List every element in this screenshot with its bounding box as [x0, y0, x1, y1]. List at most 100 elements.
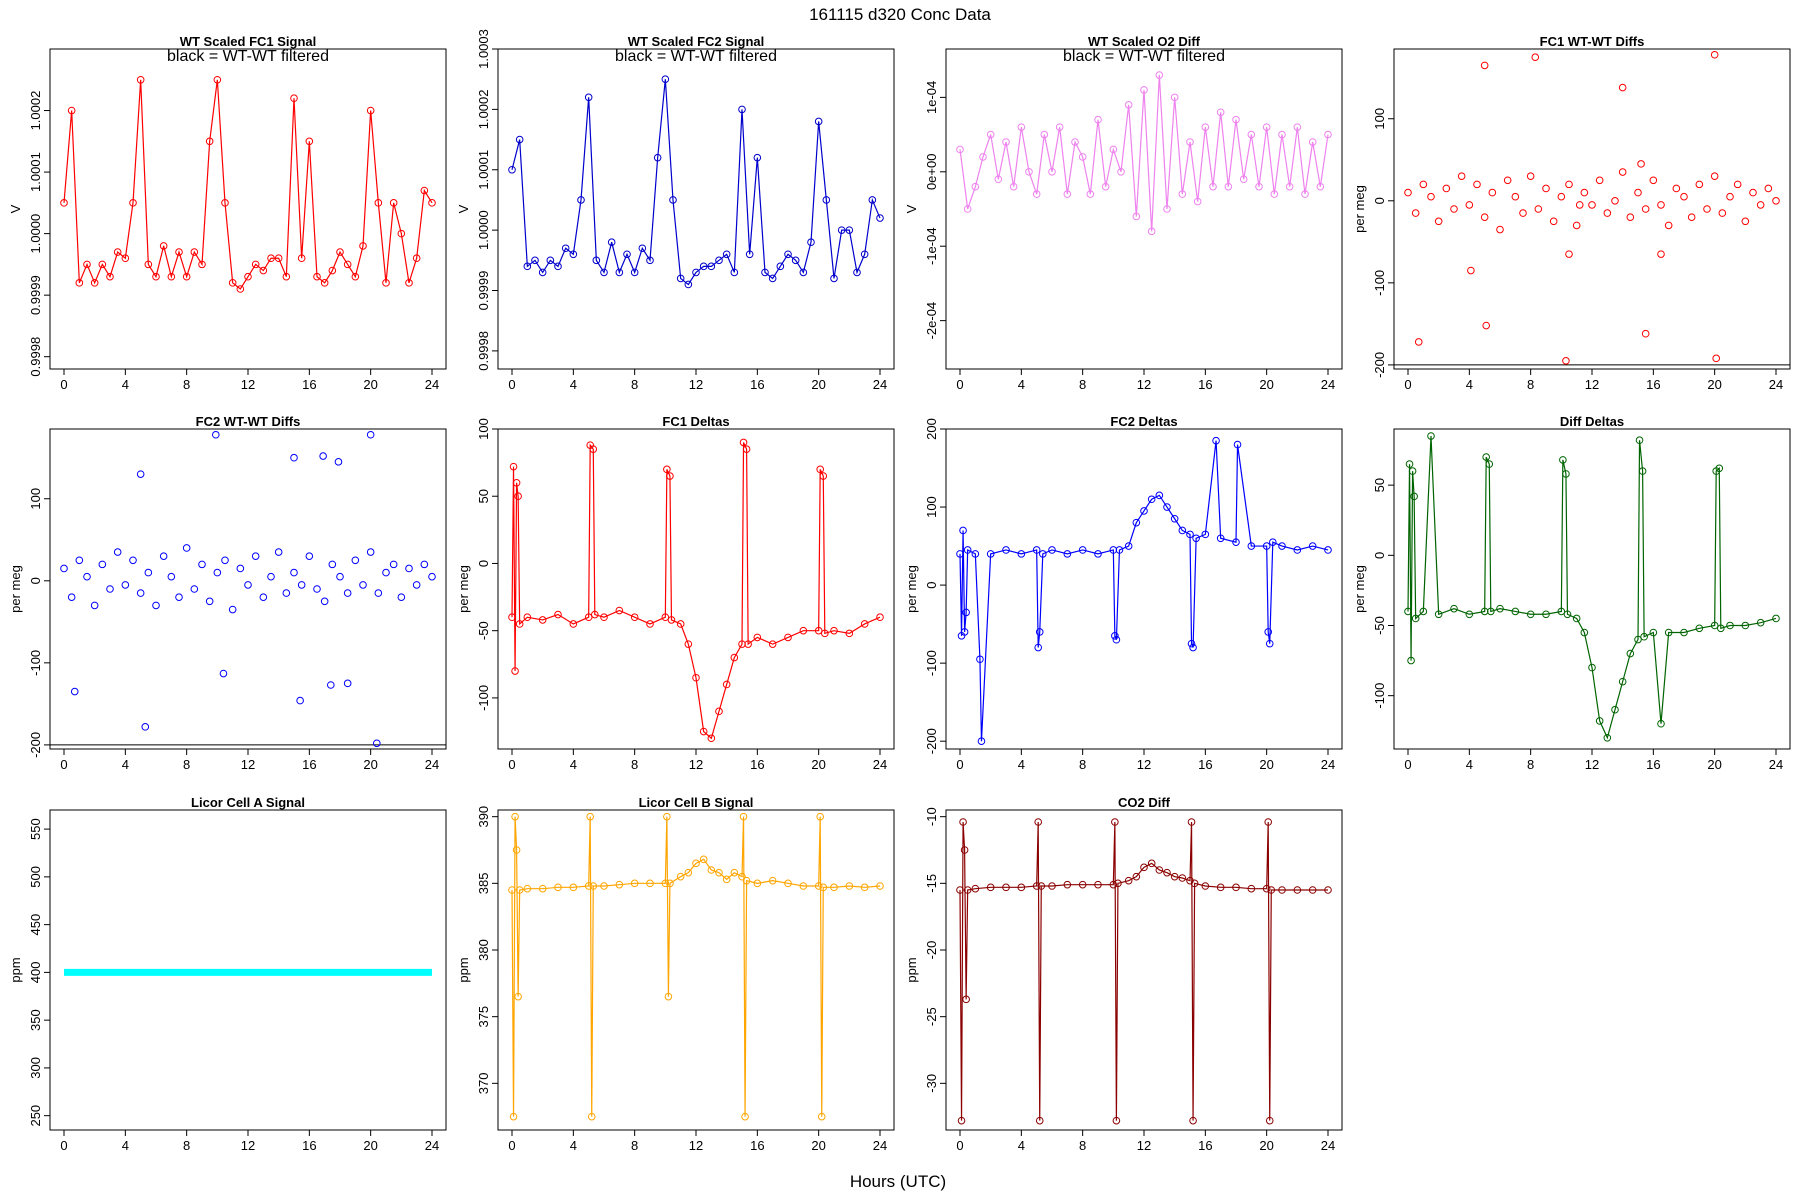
data-point [1035, 1116, 1044, 1125]
data-point [1155, 71, 1164, 79]
data-point [129, 199, 137, 207]
data-point [853, 268, 861, 277]
data-point [1718, 209, 1727, 217]
x-tick-label: 4 [122, 377, 129, 392]
data-point [1193, 197, 1202, 206]
x-axis-label: Hours (UTC) [850, 1172, 946, 1191]
plot-area [956, 818, 1332, 1125]
data-point [661, 75, 670, 83]
panel-title: WT Scaled O2 Diff [1088, 34, 1201, 49]
data-point [962, 608, 970, 617]
y-axis-label: V [456, 204, 471, 213]
data-point [569, 620, 578, 628]
data-point [159, 242, 168, 250]
data-point [144, 260, 153, 269]
data-point [663, 812, 671, 821]
data-point [531, 256, 539, 265]
y-axis-label: V [8, 204, 23, 213]
data-point [1111, 632, 1119, 640]
data-point [1588, 201, 1596, 209]
data-point [251, 552, 260, 560]
x-tick-label: 12 [1137, 377, 1151, 392]
data-point [667, 616, 676, 624]
data-point [1603, 733, 1612, 742]
data-point [761, 268, 769, 277]
data-point [1034, 818, 1042, 826]
y-tick-label: 385 [476, 872, 491, 894]
y-tick-label: 1.0003 [476, 29, 491, 69]
data-point [244, 581, 252, 589]
data-point [1132, 872, 1141, 881]
data-point [630, 879, 639, 888]
x-tick-label: 0 [60, 377, 67, 392]
x-tick-label: 16 [1198, 377, 1212, 392]
data-point [1324, 886, 1332, 894]
panel-title: FC1 Deltas [662, 414, 729, 429]
plot-frame [945, 428, 1343, 750]
data-point [129, 556, 137, 565]
data-point [175, 248, 183, 256]
y-tick-label: -200 [924, 728, 939, 754]
data-point [1034, 643, 1042, 652]
y-tick-label: 390 [476, 806, 491, 828]
data-point [1017, 123, 1026, 131]
data-point [305, 137, 314, 146]
data-point [830, 883, 838, 892]
data-point [1611, 705, 1619, 714]
y-tick-label: 1.0001 [28, 152, 43, 192]
x-tick-label: 0 [956, 1138, 963, 1153]
data-point [1664, 221, 1673, 230]
data-point [412, 254, 421, 263]
data-point [508, 165, 516, 174]
y-tick-label: 1e-04 [924, 81, 939, 114]
data-point [1212, 436, 1220, 445]
x-tick-label: 20 [811, 377, 825, 392]
data-point [739, 438, 748, 447]
x-tick-label: 20 [1259, 377, 1273, 392]
data-point [956, 145, 964, 154]
data-point [1640, 632, 1648, 641]
data-point [1293, 546, 1302, 554]
data-point [963, 205, 972, 213]
x-tick-label: 0 [508, 377, 515, 392]
data-point [1741, 621, 1750, 630]
data-point [1618, 83, 1627, 92]
panel-annotation: black = WT-WT filtered [1063, 48, 1225, 65]
data-point [722, 250, 731, 259]
data-point [876, 613, 884, 622]
x-tick-label: 4 [1018, 1138, 1025, 1153]
x-tick-label: 24 [873, 377, 887, 392]
data-point [684, 280, 693, 289]
data-point [753, 879, 762, 888]
data-point [591, 610, 599, 619]
data-point [730, 653, 739, 662]
data-point [730, 268, 739, 277]
data-point [244, 272, 252, 281]
data-point [971, 182, 980, 191]
data-point [960, 628, 969, 636]
data-point [1526, 610, 1535, 619]
data-point [1163, 205, 1171, 213]
data-point [1710, 172, 1719, 180]
x-tick-label: 16 [302, 377, 316, 392]
data-point [684, 640, 693, 648]
data-point [742, 876, 751, 885]
data-point [267, 254, 275, 263]
y-tick-label: 350 [28, 1009, 43, 1031]
data-point [1262, 542, 1271, 550]
data-point [589, 445, 598, 453]
data-point [366, 548, 375, 556]
x-tick-label: 24 [873, 757, 887, 772]
data-point [1407, 656, 1415, 665]
data-point [1695, 624, 1704, 633]
x-tick-label: 12 [689, 757, 703, 772]
x-tick-label: 24 [425, 377, 439, 392]
data-point [791, 256, 800, 265]
data-point [366, 430, 375, 439]
data-point [845, 629, 854, 638]
data-point [374, 589, 383, 597]
data-point [1404, 607, 1412, 616]
y-tick-label: 0.9998 [476, 331, 491, 371]
data-point [1749, 188, 1757, 197]
